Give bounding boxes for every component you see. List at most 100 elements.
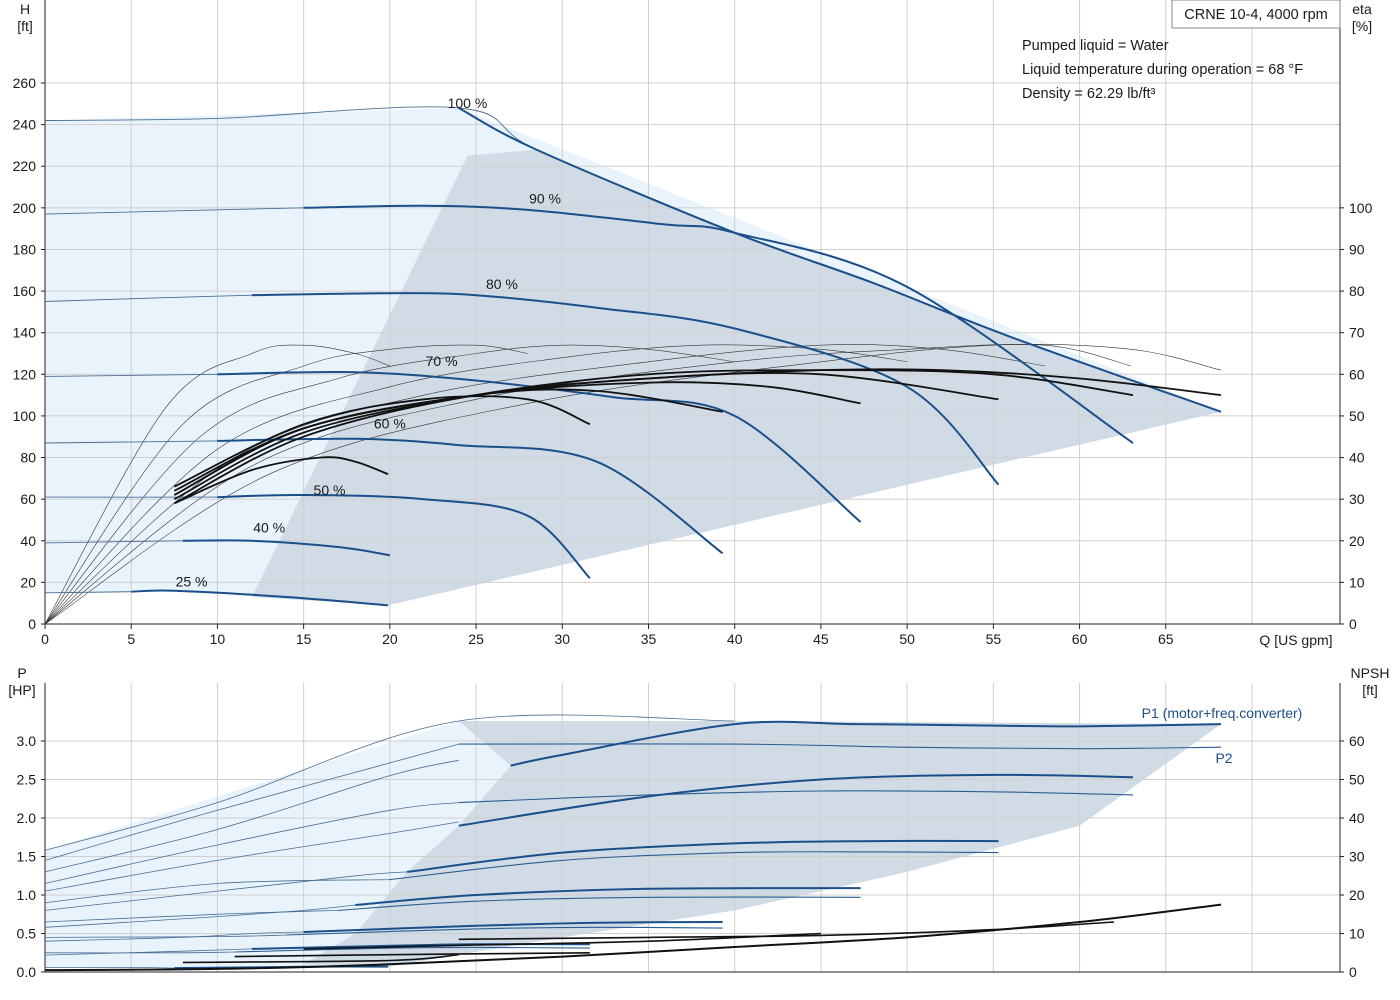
speed-label: 80 % [486, 276, 518, 292]
p1-thin-curve [44, 821, 459, 892]
head-curve-operating-100pct [458, 107, 1222, 413]
h-tick-label: 180 [13, 241, 37, 257]
info-density: Density = 62.29 lb/ft³ [1022, 86, 1156, 102]
power-npsh-panel: 0.0 0.5 1.0 1.5 2.0 2.5 3.0 0 10 20 30 40 50 60 [17, 683, 1365, 980]
p1-series-label: P1 (motor+freq.converter) [1142, 705, 1303, 721]
x-tick-label: 25 [468, 631, 484, 647]
eta-axis-label-line2: [%] [1352, 18, 1372, 34]
npsh-curve [303, 932, 821, 950]
p-tick-label: 0.0 [17, 964, 37, 980]
p-tick-label: 2.0 [17, 810, 37, 826]
npsh-curve [458, 921, 1115, 941]
operating-range-area [251, 149, 1221, 606]
speed-label: 90 % [529, 191, 561, 207]
speed-label: 40 % [253, 519, 285, 535]
eta-tick-label: 80 [1349, 283, 1365, 299]
p2-curve-90pct [458, 790, 1134, 804]
eta-tick-label: 50 [1349, 408, 1365, 424]
h-tick-label: 100 [13, 408, 37, 424]
x-tick-label: 30 [554, 631, 570, 647]
p2-curve-80pct [389, 851, 999, 881]
p2-thin-curve [44, 743, 459, 861]
npsh-tick-label: 0 [1349, 964, 1357, 980]
npsh-tick-label: 40 [1349, 810, 1365, 826]
npsh-axis-label-line1: NPSH [1351, 665, 1390, 681]
p-tick-label: 1.5 [17, 849, 37, 865]
p2-thin-curve [44, 802, 459, 884]
npsh-tick-label: 20 [1349, 887, 1365, 903]
head-curve-operating-50pct [217, 493, 591, 579]
x-tick-label: 55 [986, 631, 1002, 647]
p1-thin-curve [44, 714, 735, 851]
head-curve-operating-80pct [251, 292, 1000, 486]
p1-curve-80pct [406, 839, 999, 873]
npsh-curve [182, 953, 459, 964]
head-curve-operating-90pct [303, 204, 1134, 444]
speed-label: 70 % [426, 353, 458, 369]
speed-label: 25 % [176, 574, 208, 590]
p1-curve-100pct [510, 720, 1222, 767]
eta-tick-label: 70 [1349, 325, 1365, 341]
p1-curve-90pct [458, 773, 1134, 827]
eta-axis-label-line1: eta [1352, 1, 1372, 17]
p1-thin-curve [44, 931, 304, 942]
p-tick-label: 3.0 [17, 733, 37, 749]
x-tick-label: 45 [813, 631, 829, 647]
p-axis-label-line2: [HP] [8, 682, 35, 698]
p1-thin-curve [44, 904, 356, 928]
x-tick-label: 10 [210, 631, 226, 647]
p2-curve-70pct [338, 896, 861, 911]
p2-curve-50pct [234, 946, 590, 953]
npsh-curve [234, 952, 590, 958]
p-tick-label: 1.0 [17, 887, 37, 903]
h-tick-label: 0 [28, 616, 36, 632]
speed-label: 50 % [314, 482, 346, 498]
h-tick-label: 160 [13, 283, 37, 299]
x-tick-label: 20 [382, 631, 398, 647]
p-tick-label: 0.5 [17, 926, 37, 942]
h-tick-label: 140 [13, 325, 37, 341]
h-tick-label: 220 [13, 158, 37, 174]
h-tick-label: 20 [20, 574, 36, 590]
h-axis-label-line1: H [20, 1, 30, 17]
h-tick-label: 200 [13, 200, 37, 216]
p2-curve-60pct [286, 926, 723, 936]
h-tick-label: 240 [13, 117, 37, 133]
eta-tick-label: 60 [1349, 366, 1365, 382]
p2-curve-100pct [458, 743, 1222, 750]
p2-thin-curve [44, 951, 235, 954]
npsh-curve [44, 903, 1222, 972]
npsh-tick-label: 50 [1349, 772, 1365, 788]
npsh-tick-label: 10 [1349, 926, 1365, 942]
head-curve-operating-25pct [131, 589, 389, 607]
npsh-tick-label: 30 [1349, 849, 1365, 865]
x-tick-label: 40 [727, 631, 743, 647]
x-tick-label: 5 [127, 631, 135, 647]
h-tick-label: 80 [20, 450, 36, 466]
head-curve-operating-60pct [217, 437, 724, 555]
p1-curve-70pct [355, 887, 861, 906]
h-tick-label: 60 [20, 491, 36, 507]
x-tick-label: 35 [641, 631, 657, 647]
power-operating-range-area [303, 721, 1222, 967]
h-tick-label: 260 [13, 75, 37, 91]
head-curve-operating-40pct [182, 539, 391, 557]
p2-series-label: P2 [1215, 750, 1232, 766]
x-axis-label: Q [US gpm] [1259, 632, 1332, 648]
eta-tick-label: 40 [1349, 450, 1365, 466]
efficiency-curve-50pct [173, 395, 591, 488]
eta-tick-label: 90 [1349, 241, 1365, 257]
p2-thin-curve [44, 934, 287, 938]
h-tick-label: 120 [13, 366, 37, 382]
npsh-axis-label-line2: [ft] [1362, 682, 1378, 698]
p1-thin-curve [44, 966, 175, 969]
info-pumped-liquid: Pumped liquid = Water [1022, 38, 1169, 54]
p1-curve-60pct [303, 921, 723, 933]
p1-thin-curve [44, 759, 459, 873]
x-tick-label: 50 [899, 631, 915, 647]
efficiency-curve-25pct [173, 456, 389, 505]
npsh-tick-label: 60 [1349, 733, 1365, 749]
speed-label: 100 % [448, 95, 488, 111]
x-tick-label: 0 [41, 631, 49, 647]
